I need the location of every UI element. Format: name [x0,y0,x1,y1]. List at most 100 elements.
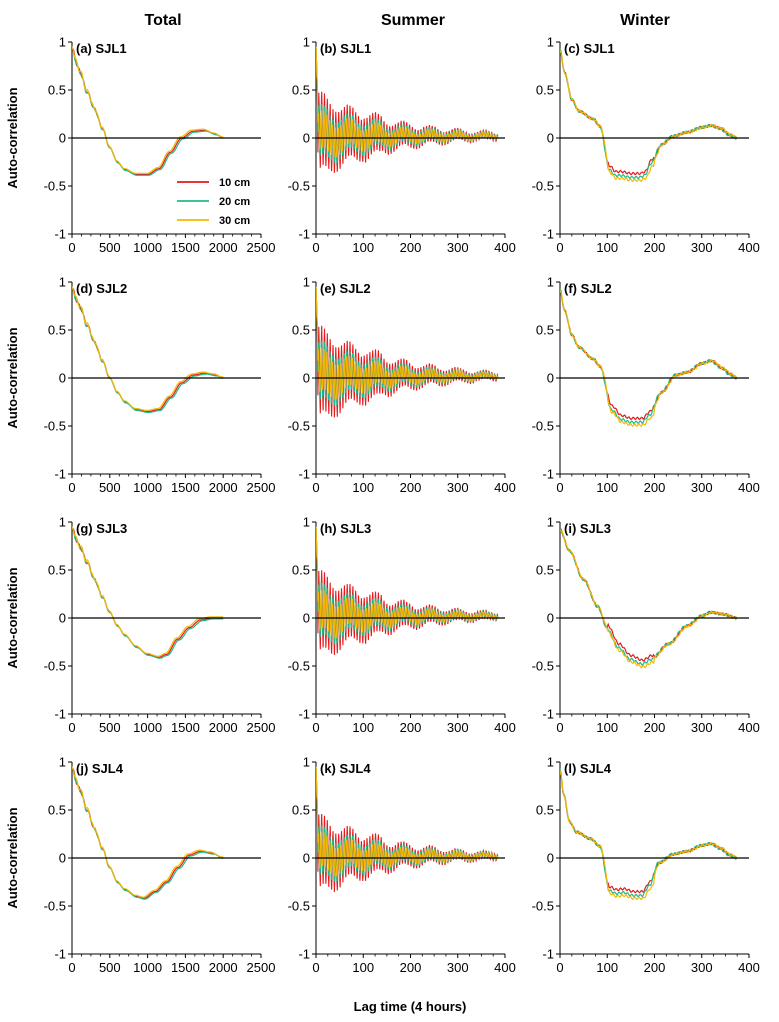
x-tick-label: 2500 [247,720,276,735]
y-tick-label: 1 [547,275,554,290]
panel-label: (a) SJL1 [76,41,127,56]
series-line-30cm [316,46,499,158]
y-tick-label: -0.5 [532,659,554,674]
x-tick-label: 200 [644,960,666,975]
series-line-20cm [72,287,224,414]
x-tick-label: 500 [99,240,121,255]
x-tick-label: 100 [352,240,374,255]
x-tick-label: 300 [447,720,469,735]
y-tick-label: 0 [547,131,554,146]
x-tick-label: 100 [352,720,374,735]
x-tick-label: 2500 [247,240,276,255]
panel-g: -1 -0.5 0 0.5 1 0 500 1000 1500 2000 2500 Auto-corr… [5,515,275,736]
series-line-30cm [316,286,499,400]
y-tick-label: 0.5 [536,563,554,578]
series-line-20cm [560,48,738,180]
y-tick-label: 0.5 [536,323,554,338]
y-tick-label: -1 [542,947,554,962]
x-tick-label: 400 [738,960,760,975]
y-tick-label: 0.5 [48,323,66,338]
x-tick-label: 200 [400,960,422,975]
x-tick-label: 500 [99,480,121,495]
series-line-10cm [72,287,224,413]
y-tick-label: -0.5 [44,419,66,434]
x-tick-label: 500 [99,960,121,975]
x-tick-label: 200 [644,720,666,735]
panel-l: -1-0.500.510100200300400Auto-correlation… [532,755,760,976]
x-tick-label: 400 [494,480,516,495]
panel-label: (g) SJL3 [76,521,127,536]
y-tick-label: -0.5 [44,659,66,674]
y-axis-label: Auto-correlation [5,807,20,908]
series-line-20cm [72,47,224,176]
x-tick-label: 400 [494,240,516,255]
panel-label: (b) SJL1 [320,41,371,56]
y-tick-label: 1 [59,275,66,290]
y-tick-label: -1 [54,227,66,242]
panel-i: -1-0.500.510100200300400Auto-correlation… [532,515,760,736]
y-tick-label: 1 [59,755,66,770]
x-tick-label: 400 [738,240,760,255]
panel-b: -1-0.500.510100200300400Auto-correlation… [288,35,516,256]
x-tick-label: 1500 [171,960,200,975]
y-tick-label: 0.5 [536,83,554,98]
y-tick-label: 1 [303,35,310,50]
series-line-10cm [560,769,738,894]
y-tick-label: 0 [303,851,310,866]
y-tick-label: 0 [547,611,554,626]
y-axis-label: Auto-correlation [5,327,20,428]
panel-d: -1 -0.5 0 0.5 1 0 500 1000 1500 2000 2500 Auto-corr… [5,275,275,496]
y-tick-label: 0.5 [48,563,66,578]
column-title-winter: Winter [620,12,670,29]
y-tick-label: -1 [298,227,310,242]
panel-j: -1 -0.5 0 0.5 1 0 500 1000 1500 2000 2500 Auto-corr… [5,755,275,976]
y-tick-label: -1 [54,467,66,482]
x-axis-label: Lag time (4 hours) [354,999,467,1014]
series-line-30cm [72,286,224,411]
x-tick-label: 0 [556,720,563,735]
y-tick-label: 0 [547,371,554,386]
x-tick-label: 100 [596,720,618,735]
panel-k: -1-0.500.510100200300400Auto-correlation… [288,755,516,976]
y-tick-label: 0.5 [292,323,310,338]
series-line-20cm [72,527,224,659]
panel-h: -1-0.500.510100200300400Auto-correlation… [288,515,516,736]
x-tick-label: 200 [400,480,422,495]
x-tick-label: 1000 [133,480,162,495]
x-tick-label: 300 [447,960,469,975]
y-tick-label: 1 [59,35,66,50]
series-line-10cm [72,47,224,176]
y-tick-label: 0 [303,371,310,386]
panel-label: (f) SJL2 [564,281,612,296]
y-tick-label: 0 [303,611,310,626]
column-title-summer: Summer [381,12,445,29]
x-tick-label: 100 [596,240,618,255]
y-tick-label: -1 [542,227,554,242]
y-tick-label: 0.5 [292,563,310,578]
x-tick-label: 0 [312,720,319,735]
series-line-30cm [560,530,737,669]
y-tick-label: -0.5 [44,179,66,194]
series-line-30cm [560,50,737,183]
y-tick-label: -0.5 [44,899,66,914]
x-tick-label: 400 [738,480,760,495]
x-tick-label: 200 [644,480,666,495]
x-tick-label: 2500 [247,480,276,495]
y-tick-label: -0.5 [532,899,554,914]
y-tick-label: -0.5 [532,179,554,194]
y-tick-label: -1 [542,707,554,722]
y-tick-label: 1 [303,755,310,770]
y-tick-label: -0.5 [288,419,310,434]
y-tick-label: -0.5 [288,899,310,914]
x-tick-label: 1500 [171,240,200,255]
y-tick-label: 0 [59,611,66,626]
legend-label: 20 cm [219,196,250,208]
y-tick-label: 0 [547,851,554,866]
x-tick-label: 2000 [209,240,238,255]
x-tick-label: 1500 [171,720,200,735]
panel-label: (k) SJL4 [320,761,371,776]
panel-label: (c) SJL1 [564,41,615,56]
y-tick-label: 1 [547,755,554,770]
y-tick-label: 0.5 [292,803,310,818]
x-tick-label: 0 [312,960,319,975]
